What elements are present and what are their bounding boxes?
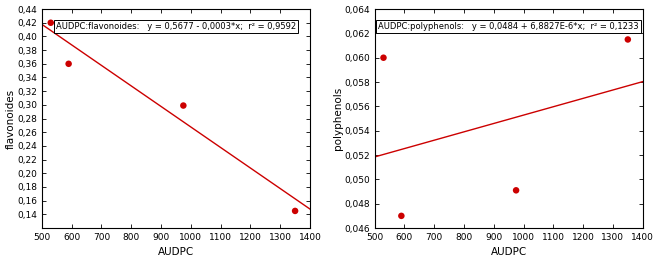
X-axis label: AUDPC: AUDPC xyxy=(158,247,194,257)
Point xyxy=(46,21,56,25)
Text: AUDPC:polyphenols:   y = 0,0484 + 6,8827E-6*x;  r² = 0,1233: AUDPC:polyphenols: y = 0,0484 + 6,8827E-… xyxy=(378,22,639,31)
Text: AUDPC:flavonoides:   y = 0,5677 - 0,0003*x;  r² = 0,9592: AUDPC:flavonoides: y = 0,5677 - 0,0003*x… xyxy=(56,22,296,31)
Point xyxy=(178,103,189,108)
Point xyxy=(511,188,522,193)
X-axis label: AUDPC: AUDPC xyxy=(491,247,527,257)
Point xyxy=(622,37,633,42)
Point xyxy=(378,55,389,60)
Y-axis label: flavonoides: flavonoides xyxy=(5,88,15,149)
Point xyxy=(396,214,406,218)
Point xyxy=(290,209,301,213)
Y-axis label: polyphenols: polyphenols xyxy=(332,87,342,150)
Point xyxy=(64,62,74,66)
